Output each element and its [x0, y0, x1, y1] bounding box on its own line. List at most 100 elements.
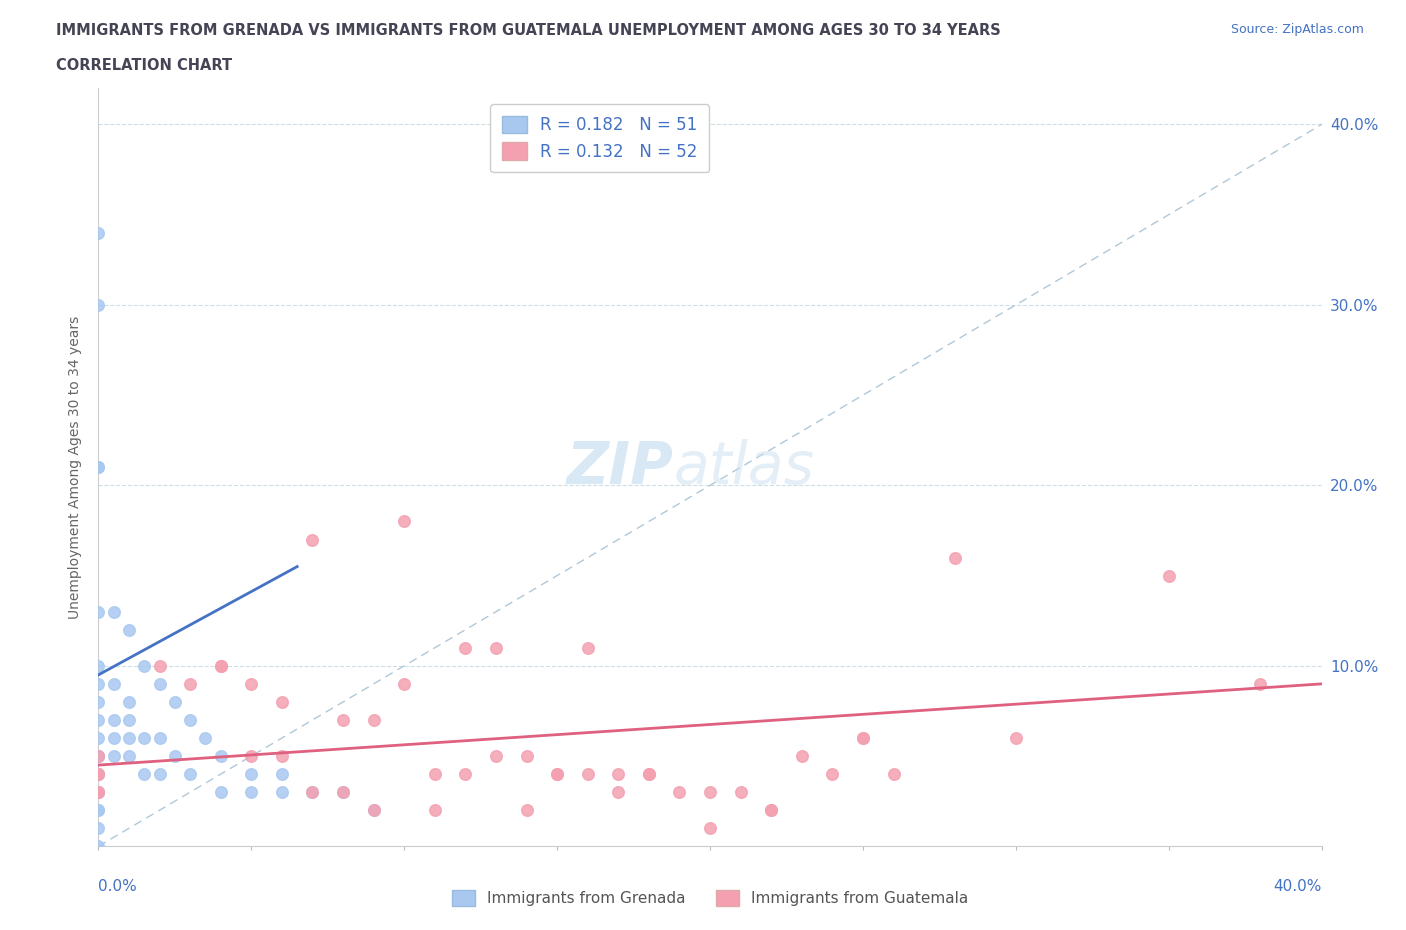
- Point: [485, 749, 508, 764]
- Point: [637, 766, 661, 781]
- Point: [87, 695, 110, 710]
- Point: [87, 298, 110, 312]
- Point: [87, 749, 110, 764]
- Point: [821, 766, 844, 781]
- Point: [699, 785, 721, 800]
- Point: [87, 460, 110, 475]
- Point: [87, 749, 110, 764]
- Point: [363, 803, 385, 817]
- Text: Source: ZipAtlas.com: Source: ZipAtlas.com: [1230, 23, 1364, 36]
- Point: [883, 766, 905, 781]
- Point: [270, 695, 292, 710]
- Point: [87, 712, 110, 727]
- Point: [637, 766, 661, 781]
- Point: [668, 785, 690, 800]
- Point: [943, 551, 966, 565]
- Point: [134, 658, 156, 673]
- Point: [179, 712, 201, 727]
- Point: [87, 604, 110, 619]
- Point: [87, 731, 110, 746]
- Point: [454, 641, 477, 656]
- Point: [87, 785, 110, 800]
- Point: [134, 731, 156, 746]
- Point: [301, 785, 323, 800]
- Point: [270, 749, 292, 764]
- Point: [87, 803, 110, 817]
- Point: [699, 821, 721, 836]
- Point: [103, 749, 125, 764]
- Point: [87, 766, 110, 781]
- Point: [576, 766, 599, 781]
- Point: [516, 749, 538, 764]
- Point: [392, 676, 416, 691]
- Point: [546, 766, 568, 781]
- Point: [103, 731, 125, 746]
- Point: [209, 785, 232, 800]
- Point: [179, 766, 201, 781]
- Point: [423, 803, 446, 817]
- Point: [392, 514, 416, 529]
- Point: [118, 712, 141, 727]
- Point: [103, 712, 125, 727]
- Point: [87, 766, 110, 781]
- Point: [87, 785, 110, 800]
- Point: [87, 785, 110, 800]
- Point: [87, 658, 110, 673]
- Point: [87, 460, 110, 475]
- Point: [87, 785, 110, 800]
- Text: IMMIGRANTS FROM GRENADA VS IMMIGRANTS FROM GUATEMALA UNEMPLOYMENT AMONG AGES 30 : IMMIGRANTS FROM GRENADA VS IMMIGRANTS FR…: [56, 23, 1001, 38]
- Point: [149, 766, 172, 781]
- Point: [87, 676, 110, 691]
- Point: [485, 641, 508, 656]
- Point: [87, 839, 110, 854]
- Point: [759, 803, 782, 817]
- Point: [87, 821, 110, 836]
- Point: [118, 695, 141, 710]
- Point: [332, 785, 354, 800]
- Point: [270, 766, 292, 781]
- Point: [194, 731, 217, 746]
- Point: [332, 712, 354, 727]
- Point: [240, 676, 263, 691]
- Point: [149, 658, 172, 673]
- Point: [240, 766, 263, 781]
- Point: [730, 785, 752, 800]
- Point: [118, 749, 141, 764]
- Point: [149, 676, 172, 691]
- Point: [301, 785, 323, 800]
- Point: [1249, 676, 1271, 691]
- Point: [209, 749, 232, 764]
- Y-axis label: Unemployment Among Ages 30 to 34 years: Unemployment Among Ages 30 to 34 years: [69, 315, 83, 619]
- Point: [209, 658, 232, 673]
- Text: CORRELATION CHART: CORRELATION CHART: [56, 58, 232, 73]
- Point: [423, 766, 446, 781]
- Point: [546, 766, 568, 781]
- Point: [163, 749, 186, 764]
- Point: [87, 749, 110, 764]
- Point: [87, 766, 110, 781]
- Point: [163, 695, 186, 710]
- Point: [149, 731, 172, 746]
- Point: [179, 676, 201, 691]
- Point: [852, 731, 875, 746]
- Point: [134, 766, 156, 781]
- Point: [1004, 731, 1026, 746]
- Point: [576, 641, 599, 656]
- Point: [209, 658, 232, 673]
- Point: [363, 803, 385, 817]
- Point: [516, 803, 538, 817]
- Point: [363, 712, 385, 727]
- Text: ZIP: ZIP: [567, 439, 673, 496]
- Point: [103, 604, 125, 619]
- Point: [301, 532, 323, 547]
- Point: [118, 731, 141, 746]
- Text: atlas: atlas: [673, 439, 814, 496]
- Point: [607, 785, 630, 800]
- Point: [270, 785, 292, 800]
- Point: [454, 766, 477, 781]
- Point: [852, 731, 875, 746]
- Point: [607, 766, 630, 781]
- Legend: Immigrants from Grenada, Immigrants from Guatemala: Immigrants from Grenada, Immigrants from…: [446, 884, 974, 912]
- Point: [790, 749, 813, 764]
- Point: [240, 785, 263, 800]
